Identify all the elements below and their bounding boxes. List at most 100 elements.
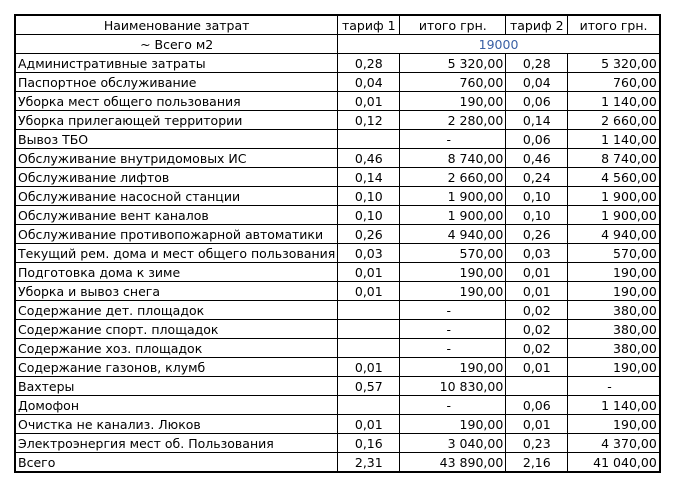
tariff2-cell[interactable]: 0,01 [505, 414, 569, 434]
expense-name-cell[interactable]: Обслуживание вент каналов [14, 205, 339, 225]
total2-cell[interactable]: 1 140,00 [567, 395, 661, 415]
total2-cell[interactable]: 2 660,00 [567, 110, 661, 130]
tariff2-cell[interactable] [505, 376, 569, 396]
tariff2-cell[interactable]: 0,02 [505, 319, 569, 339]
total1-cell[interactable]: 5 320,00 [399, 53, 507, 73]
tariff1-cell[interactable]: 0,16 [337, 433, 401, 453]
total2-cell[interactable]: 190,00 [567, 357, 661, 377]
expense-name-cell[interactable]: Содержание спорт. площадок [14, 319, 339, 339]
total2-cell[interactable]: 1 900,00 [567, 186, 661, 206]
expense-name-cell[interactable]: Обслуживание лифтов [14, 167, 339, 187]
total2-cell[interactable]: 190,00 [567, 262, 661, 282]
tariff1-cell[interactable]: 0,26 [337, 224, 401, 244]
total1-cell[interactable]: - [399, 129, 507, 149]
total-area-label[interactable]: ~ Всего м2 [14, 34, 339, 54]
tariff1-cell[interactable] [337, 338, 401, 358]
tariff1-cell[interactable]: 0,46 [337, 148, 401, 168]
tariff2-cell[interactable]: 0,06 [505, 91, 569, 111]
tariff2-cell[interactable]: 0,03 [505, 243, 569, 263]
tariff1-cell[interactable] [337, 129, 401, 149]
tariff2-cell[interactable]: 0,28 [505, 53, 569, 73]
tariff1-cell[interactable]: 0,57 [337, 376, 401, 396]
expense-name-cell[interactable]: Содержание дет. площадок [14, 300, 339, 320]
total1-cell[interactable]: 4 940,00 [399, 224, 507, 244]
total2-cell[interactable]: 380,00 [567, 319, 661, 339]
total2-cell[interactable]: 570,00 [567, 243, 661, 263]
total2-cell[interactable]: 4 940,00 [567, 224, 661, 244]
total1-cell[interactable]: 10 830,00 [399, 376, 507, 396]
tariff2-cell[interactable]: 0,23 [505, 433, 569, 453]
total1-cell[interactable]: 8 740,00 [399, 148, 507, 168]
tariff2-cell[interactable]: 2,16 [505, 452, 569, 473]
expense-name-cell[interactable]: Содержание хоз. площадок [14, 338, 339, 358]
total2-cell[interactable]: 1 900,00 [567, 205, 661, 225]
column-header-total-uah-2[interactable]: итого грн. [567, 14, 661, 35]
expense-name-cell[interactable]: Обслуживание насосной станции [14, 186, 339, 206]
tariff2-cell[interactable]: 0,10 [505, 205, 569, 225]
expense-name-cell[interactable]: Вахтеры [14, 376, 339, 396]
expense-name-cell[interactable]: Электроэнергия мест об. Пользования [14, 433, 339, 453]
tariff1-cell[interactable]: 0,01 [337, 281, 401, 301]
total2-cell[interactable]: 8 740,00 [567, 148, 661, 168]
tariff1-cell[interactable]: 0,03 [337, 243, 401, 263]
tariff2-cell[interactable]: 0,24 [505, 167, 569, 187]
tariff1-cell[interactable]: 0,01 [337, 91, 401, 111]
tariff2-cell[interactable]: 0,02 [505, 338, 569, 358]
total1-cell[interactable]: 2 280,00 [399, 110, 507, 130]
tariff1-cell[interactable]: 0,01 [337, 414, 401, 434]
total2-cell[interactable]: 190,00 [567, 414, 661, 434]
tariff1-cell[interactable]: 0,10 [337, 205, 401, 225]
tariff2-cell[interactable]: 0,10 [505, 186, 569, 206]
expense-name-cell[interactable]: Текущий рем. дома и мест общего пользова… [14, 243, 339, 263]
expense-name-cell[interactable]: Обслуживание противопожарной автоматики [14, 224, 339, 244]
expense-name-cell[interactable]: Домофон [14, 395, 339, 415]
tariff1-cell[interactable] [337, 300, 401, 320]
total1-cell[interactable]: 190,00 [399, 414, 507, 434]
tariff2-cell[interactable]: 0,04 [505, 72, 569, 92]
expense-name-cell[interactable]: Содержание газонов, клумб [14, 357, 339, 377]
total1-cell[interactable]: - [399, 338, 507, 358]
column-header-tariff-2[interactable]: тариф 2 [505, 14, 569, 35]
total1-cell[interactable]: 190,00 [399, 91, 507, 111]
total1-cell[interactable]: - [399, 319, 507, 339]
tariff1-cell[interactable]: 0,14 [337, 167, 401, 187]
total1-cell[interactable]: 570,00 [399, 243, 507, 263]
tariff2-cell[interactable]: 0,01 [505, 262, 569, 282]
tariff2-cell[interactable]: 0,06 [505, 395, 569, 415]
tariff1-cell[interactable]: 0,01 [337, 262, 401, 282]
tariff1-cell[interactable]: 0,28 [337, 53, 401, 73]
total2-cell[interactable]: 190,00 [567, 281, 661, 301]
total2-cell[interactable]: 41 040,00 [567, 452, 661, 473]
tariff1-cell[interactable]: 0,12 [337, 110, 401, 130]
column-header-total-uah-1[interactable]: итого грн. [399, 14, 507, 35]
total1-cell[interactable]: 1 900,00 [399, 205, 507, 225]
total1-cell[interactable]: 2 660,00 [399, 167, 507, 187]
total1-cell[interactable]: 190,00 [399, 281, 507, 301]
expense-name-cell[interactable]: Подготовка дома к зиме [14, 262, 339, 282]
total2-cell[interactable]: 1 140,00 [567, 91, 661, 111]
tariff1-cell[interactable] [337, 395, 401, 415]
total2-cell[interactable]: 380,00 [567, 300, 661, 320]
total1-cell[interactable]: 760,00 [399, 72, 507, 92]
expense-name-cell[interactable]: Уборка и вывоз снега [14, 281, 339, 301]
total2-cell[interactable]: 760,00 [567, 72, 661, 92]
tariff1-cell[interactable]: 0,01 [337, 357, 401, 377]
expense-name-cell[interactable]: Уборка мест общего пользования [14, 91, 339, 111]
expense-name-cell[interactable]: Вывоз ТБО [14, 129, 339, 149]
expense-name-cell[interactable]: Всего [14, 452, 339, 473]
column-header-expense-name[interactable]: Наименование затрат [14, 14, 339, 35]
expense-name-cell[interactable]: Обслуживание внутридомовых ИС [14, 148, 339, 168]
total2-cell[interactable]: 1 140,00 [567, 129, 661, 149]
tariff2-cell[interactable]: 0,02 [505, 300, 569, 320]
tariff2-cell[interactable]: 0,01 [505, 357, 569, 377]
total1-cell[interactable]: 3 040,00 [399, 433, 507, 453]
total1-cell[interactable]: 43 890,00 [399, 452, 507, 473]
total2-cell[interactable]: 5 320,00 [567, 53, 661, 73]
tariff2-cell[interactable]: 0,06 [505, 129, 569, 149]
total2-cell[interactable]: 4 370,00 [567, 433, 661, 453]
total1-cell[interactable]: 190,00 [399, 357, 507, 377]
total-area-value[interactable]: 19000 [337, 34, 661, 54]
total1-cell[interactable]: - [399, 300, 507, 320]
expense-name-cell[interactable]: Паспортное обслуживание [14, 72, 339, 92]
total1-cell[interactable]: - [399, 395, 507, 415]
